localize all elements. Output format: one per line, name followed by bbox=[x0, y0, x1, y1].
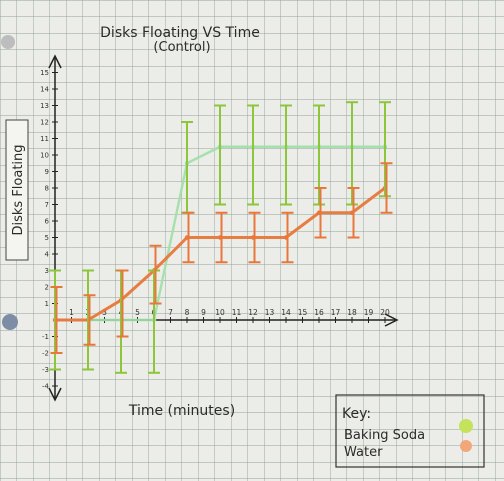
x-tick-label: 11 bbox=[232, 308, 242, 317]
x-tick-label: 12 bbox=[248, 308, 258, 317]
y-tick-label: 7 bbox=[45, 201, 49, 209]
x-tick-label: 19 bbox=[364, 308, 374, 317]
x-tick-label: 9 bbox=[201, 308, 206, 317]
legend-title: Key: bbox=[342, 406, 371, 422]
x-tick-label: 10 bbox=[215, 308, 225, 317]
binder-hole-bottom bbox=[2, 314, 18, 330]
y-tick-label: 11 bbox=[40, 135, 49, 143]
legend-label-water: Water bbox=[344, 445, 383, 460]
x-tick-label: 15 bbox=[298, 308, 308, 317]
y-axis-arrow-top bbox=[48, 54, 62, 69]
legend-swatch-baking-soda bbox=[459, 419, 473, 433]
chart-subtitle: (Control) bbox=[153, 40, 210, 55]
y-tick-label: 13 bbox=[40, 102, 49, 110]
y-tick-label: -4 bbox=[42, 383, 50, 391]
y-tick-label: 12 bbox=[40, 119, 49, 127]
y-tick-label: 1 bbox=[45, 300, 49, 308]
x-tick-label: 5 bbox=[135, 308, 140, 317]
x-tick-label: 16 bbox=[314, 308, 324, 317]
y-tick-label: -2 bbox=[42, 350, 49, 358]
y-tick-label: 9 bbox=[45, 168, 49, 176]
y-axis-label: Disks Floating bbox=[11, 144, 26, 235]
y-tick-label: 6 bbox=[45, 218, 50, 226]
x-tick-label: 13 bbox=[265, 308, 275, 317]
x-axis-arrow bbox=[384, 313, 399, 327]
y-label-box bbox=[5, 119, 29, 261]
legend-swatch-water bbox=[460, 440, 472, 452]
y-tick-label: 14 bbox=[40, 86, 49, 94]
x-tick-label: 14 bbox=[281, 308, 291, 317]
legend-label-baking-soda: Baking Soda bbox=[344, 428, 425, 443]
y-tick-label: 2 bbox=[45, 284, 49, 292]
error-bars bbox=[49, 101, 393, 374]
x-tick-label: 20 bbox=[380, 308, 390, 317]
x-tick-label: 18 bbox=[347, 308, 357, 317]
y-tick-label: 8 bbox=[45, 185, 49, 193]
legend-box bbox=[335, 394, 485, 468]
y-tick-label: 10 bbox=[40, 152, 49, 160]
y-tick-label: 3 bbox=[45, 267, 49, 275]
x-tick-label: 17 bbox=[331, 308, 341, 317]
y-tick-label: -3 bbox=[42, 366, 49, 374]
y-tick-label: -1 bbox=[42, 333, 49, 341]
x-tick-label: 7 bbox=[168, 308, 173, 317]
y-tick-label: 15 bbox=[40, 69, 49, 77]
x-tick-label: 8 bbox=[185, 308, 190, 317]
binder-hole-top bbox=[1, 35, 15, 49]
x-tick-label: 3 bbox=[102, 308, 107, 317]
x-axis-label: Time (minutes) bbox=[128, 403, 235, 419]
chart-title: Disks Floating VS Time bbox=[100, 25, 260, 41]
y-tick-label: 4 bbox=[45, 251, 50, 259]
y-tick-label: 5 bbox=[45, 234, 49, 242]
x-tick-label: 1 bbox=[69, 308, 74, 317]
y-axis-arrow-bottom bbox=[48, 387, 62, 402]
